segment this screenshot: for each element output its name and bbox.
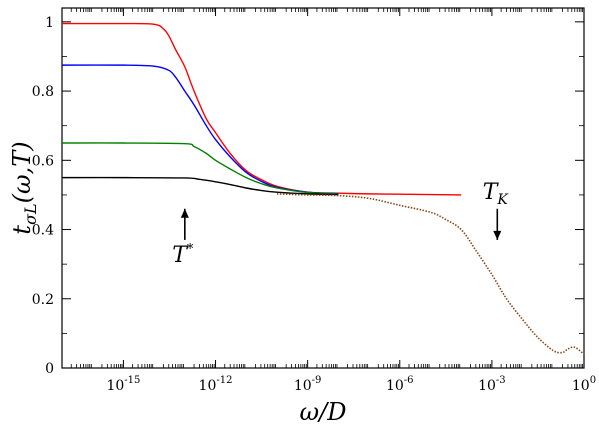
x-tick-label: 10-12: [199, 375, 233, 394]
y-axis-title: tσL(ω,T): [8, 141, 40, 234]
y-tick-label: 0.6: [32, 153, 54, 169]
plot-frame: [61, 7, 585, 369]
y-tick-label: 0.2: [32, 292, 54, 308]
x-tick-label: 10-15: [106, 375, 140, 394]
x-axis-label: ω/D: [300, 398, 347, 426]
x-axis-ticks: 10-15 10-12 10-9 10-6 10-3 100: [70, 8, 596, 394]
annotations: T* TK: [172, 180, 509, 268]
annotation-label-2: TK: [483, 180, 510, 208]
y-tick-label: 0.8: [32, 84, 54, 100]
y-axis-label: tσL(ω,T): [8, 141, 40, 234]
y-tick-label: 1: [45, 15, 54, 31]
series-line-1: [61, 22, 462, 196]
series-layer: [61, 22, 585, 355]
annotation-arrow-head: [180, 208, 189, 218]
x-tick-label: 10-9: [294, 375, 322, 394]
y-tick-label: 0: [45, 361, 54, 377]
y-axis-ticks: 0 0.2 0.4 0.6 0.8 1: [32, 15, 584, 377]
series-line-3: [61, 142, 339, 195]
series-line-5: [276, 193, 585, 355]
series-line-2: [61, 64, 339, 195]
x-tick-label: 10-3: [478, 375, 506, 394]
annotation-label-1: T*: [172, 242, 194, 268]
x-axis-title: ω/D: [300, 398, 347, 426]
series-line-4: [61, 176, 339, 196]
annotation-arrow-head: [493, 230, 502, 240]
y-tick-label: 0.4: [32, 223, 54, 239]
x-tick-label: 10-6: [386, 375, 414, 394]
x-tick-label: 100: [572, 375, 596, 394]
